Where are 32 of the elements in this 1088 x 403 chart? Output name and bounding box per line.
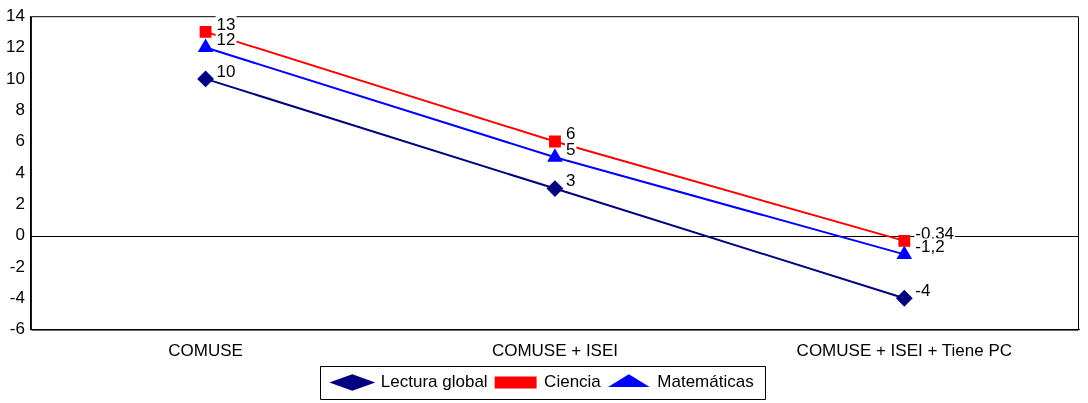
y-tick-label: 8	[15, 99, 25, 119]
point	[197, 70, 214, 87]
data-label: 12	[216, 30, 236, 50]
y-tick-label: 2	[15, 193, 25, 213]
y-tick-label: -4	[9, 287, 25, 307]
legend-label: Ciencia	[544, 372, 602, 392]
point	[549, 135, 561, 148]
x-tick-label: COMUSE + ISEI	[491, 341, 619, 361]
x-tick-label: COMUSE	[168, 341, 243, 361]
y-tick-label: 14	[5, 5, 25, 25]
point	[547, 149, 563, 162]
point	[896, 290, 913, 307]
data-label: 3	[565, 171, 576, 191]
y-tick-label: 0	[15, 225, 25, 245]
point	[198, 39, 213, 53]
y-tick-label: -6	[9, 319, 25, 339]
legend-label: Matemáticas	[657, 372, 754, 392]
x-tick-label: COMUSE + ISEI + Tiene PC	[796, 341, 1013, 361]
y-tick-label: 6	[15, 131, 25, 151]
y-tick-label: 10	[5, 68, 25, 88]
y-tick-label: 4	[15, 162, 25, 182]
data-label: 5	[565, 139, 576, 159]
point	[898, 234, 911, 247]
y-tick-label: 12	[5, 37, 25, 57]
point	[897, 246, 912, 259]
y-tick-label: -2	[9, 256, 25, 276]
data-label: 10	[216, 61, 236, 81]
data-label: 13	[216, 14, 236, 34]
point	[199, 25, 212, 38]
legend-label: Lectura global	[380, 372, 488, 392]
data-label: -4	[915, 280, 931, 300]
point	[546, 180, 563, 197]
